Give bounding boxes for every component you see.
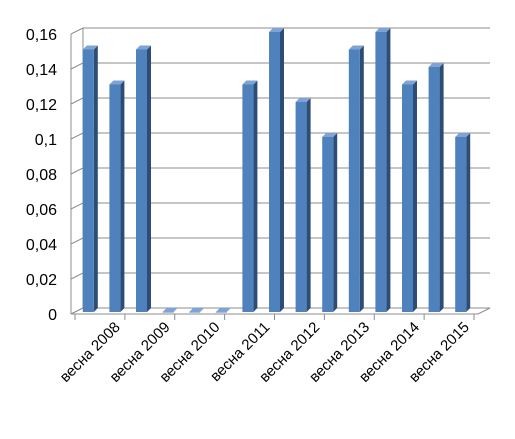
bar — [189, 308, 205, 313]
bar-front — [455, 137, 467, 312]
bar-front — [375, 32, 387, 312]
bar-front — [189, 312, 201, 313]
bar-top — [295, 98, 311, 102]
gridline-side — [70, 97, 84, 105]
bar-top — [348, 45, 364, 50]
bar-front — [428, 67, 440, 312]
bar — [269, 28, 284, 312]
bar-front — [242, 84, 254, 312]
bar — [455, 133, 471, 312]
bar-top — [215, 308, 231, 312]
bar-front — [322, 137, 334, 312]
bar — [109, 80, 125, 312]
y-tick-label: 0,04 — [26, 237, 57, 254]
bar-top — [109, 80, 125, 85]
bar-front — [82, 49, 94, 312]
bar-top — [162, 308, 178, 312]
bar — [136, 45, 151, 312]
y-tick-label: 0,02 — [26, 272, 57, 289]
bar-top — [322, 133, 338, 137]
bar — [402, 80, 417, 312]
bar-front — [269, 32, 280, 312]
bar — [428, 63, 444, 312]
y-tick-label: 0,1 — [35, 132, 57, 149]
bar — [162, 308, 178, 313]
bar-front — [295, 102, 307, 312]
bar — [322, 133, 338, 312]
bar — [215, 308, 231, 313]
bar-top — [189, 308, 205, 312]
bar-side — [253, 80, 258, 312]
bar-front — [109, 84, 121, 312]
bar-top — [242, 80, 258, 85]
bar-front — [402, 84, 413, 312]
bar-top — [375, 28, 391, 32]
bar — [295, 98, 311, 312]
bar-side — [333, 133, 338, 312]
bar-side — [439, 63, 444, 312]
bar-top — [136, 45, 151, 50]
y-tick-label: 0,12 — [26, 97, 57, 114]
bar — [348, 45, 364, 312]
gridline-side — [70, 272, 84, 280]
bar-top — [82, 45, 98, 50]
bar-side — [306, 98, 311, 312]
gridline-side — [70, 167, 84, 175]
y-tick-label: 0 — [48, 307, 57, 324]
bar-side — [120, 80, 125, 312]
bar-side — [359, 45, 364, 312]
bar-top — [455, 133, 471, 137]
gridline-side — [70, 202, 84, 210]
bar-front — [215, 312, 227, 313]
bar-side — [147, 45, 151, 312]
bar-front — [136, 49, 147, 312]
bar — [375, 28, 391, 312]
bar-side — [413, 80, 417, 312]
y-tick-label: 0,08 — [26, 167, 57, 184]
y-tick-label: 0,14 — [26, 62, 57, 79]
bar-side — [280, 28, 284, 312]
bar-layer — [82, 28, 471, 313]
y-tick-label: 0,16 — [26, 27, 57, 44]
bar — [242, 80, 258, 312]
bar-front — [162, 312, 174, 313]
bar-top — [402, 80, 417, 85]
bar-top — [269, 28, 284, 32]
bar — [82, 45, 98, 312]
y-tick-label: 0,06 — [26, 202, 57, 219]
bar-side — [93, 45, 98, 312]
gridline-side — [70, 62, 84, 70]
gridline-side — [70, 27, 84, 35]
bar-top — [428, 63, 444, 67]
gridline-side — [70, 237, 84, 245]
gridline-side — [70, 132, 84, 140]
bar-front — [348, 49, 360, 312]
bar-side — [466, 133, 471, 312]
bar-side — [386, 28, 391, 312]
